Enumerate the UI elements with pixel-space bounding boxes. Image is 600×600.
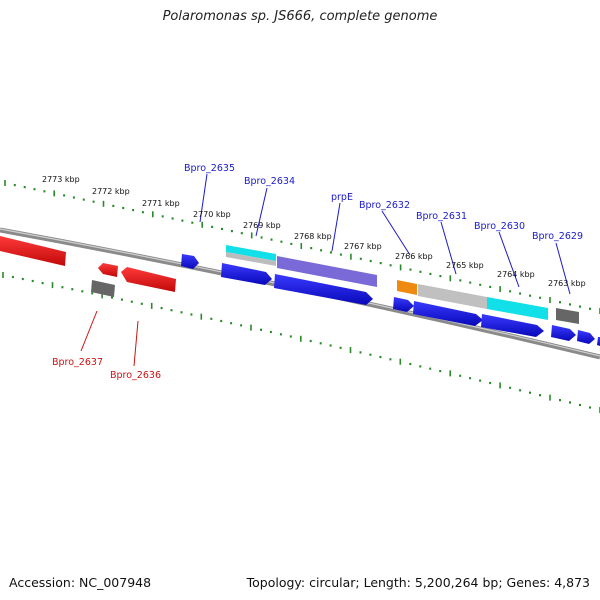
scale-label: 2765 kbp (446, 261, 484, 270)
gene-label-bpro-2629: Bpro_2629 (532, 231, 583, 242)
gene-label-bpro-2630: Bpro_2630 (474, 221, 525, 232)
gene-label-bpro-2637: Bpro_2637 (52, 357, 103, 368)
scale-label: 2769 kbp (243, 221, 281, 230)
cds-feature-orange (397, 280, 417, 295)
gene-labels: Bpro_2635 Bpro_2634 prpE Bpro_2632 Bpro_… (52, 163, 583, 381)
gene-bpro-2630 (481, 314, 544, 337)
leader-lines-bottom (80, 310, 139, 367)
scale-label: 2773 kbp (42, 175, 80, 184)
feature-darkgrey-right (556, 308, 579, 324)
cds-feature-purple (277, 256, 377, 287)
gene-prpE (274, 274, 373, 305)
scale-label: 2768 kbp (294, 232, 332, 241)
cds-feature-grey-1 (226, 252, 276, 266)
scale-label: 2772 kbp (92, 187, 130, 196)
scale-label: 2764 kbp (497, 270, 535, 279)
cds-feature-cyan-2 (487, 297, 548, 320)
gene-bpro-2631 (413, 301, 483, 326)
gene-label-bpro-2636: Bpro_2636 (110, 370, 161, 381)
cds-feature-grey-2 (418, 284, 487, 309)
gene-bpro-2636 (121, 267, 176, 292)
gene-bpro-2635 (181, 254, 199, 269)
accession-text: Accession: NC_007948 (9, 575, 152, 590)
gene-label-bpro-2634: Bpro_2634 (244, 176, 295, 187)
topology-text: Topology: circular; Length: 5,200,264 bp… (246, 575, 590, 590)
scale-label: 2771 kbp (142, 199, 180, 208)
gene-bpro-2637 (91, 280, 115, 297)
scale-label: 2766 kbp (395, 252, 433, 261)
gene-label-prpE: prpE (331, 192, 353, 203)
scale-ticks (2, 180, 600, 413)
map-title: Polaromonas sp. JS666, complete genome (162, 9, 438, 24)
gene-forward-edge-2 (597, 337, 600, 346)
gene-label-bpro-2635: Bpro_2635 (184, 163, 235, 174)
gene-forward-edge (577, 330, 595, 344)
gene-bpro-2629 (551, 325, 576, 341)
scale-label: 2770 kbp (193, 210, 231, 219)
gene-reverse-left (0, 236, 66, 266)
leader-lines-top (199, 173, 571, 295)
gene-label-bpro-2631: Bpro_2631 (416, 211, 467, 222)
scale-label: 2763 kbp (548, 279, 586, 288)
gene-reverse-small (98, 263, 118, 277)
scale-label: 2767 kbp (344, 242, 382, 251)
gene-bpro-2632 (393, 297, 414, 312)
gene-label-bpro-2632: Bpro_2632 (359, 200, 410, 211)
cds-feature-cyan-1 (226, 245, 276, 261)
scale-labels: 2773 kbp 2772 kbp 2771 kbp 2770 kbp 2769… (42, 175, 586, 288)
gene-bpro-2634 (221, 263, 272, 285)
